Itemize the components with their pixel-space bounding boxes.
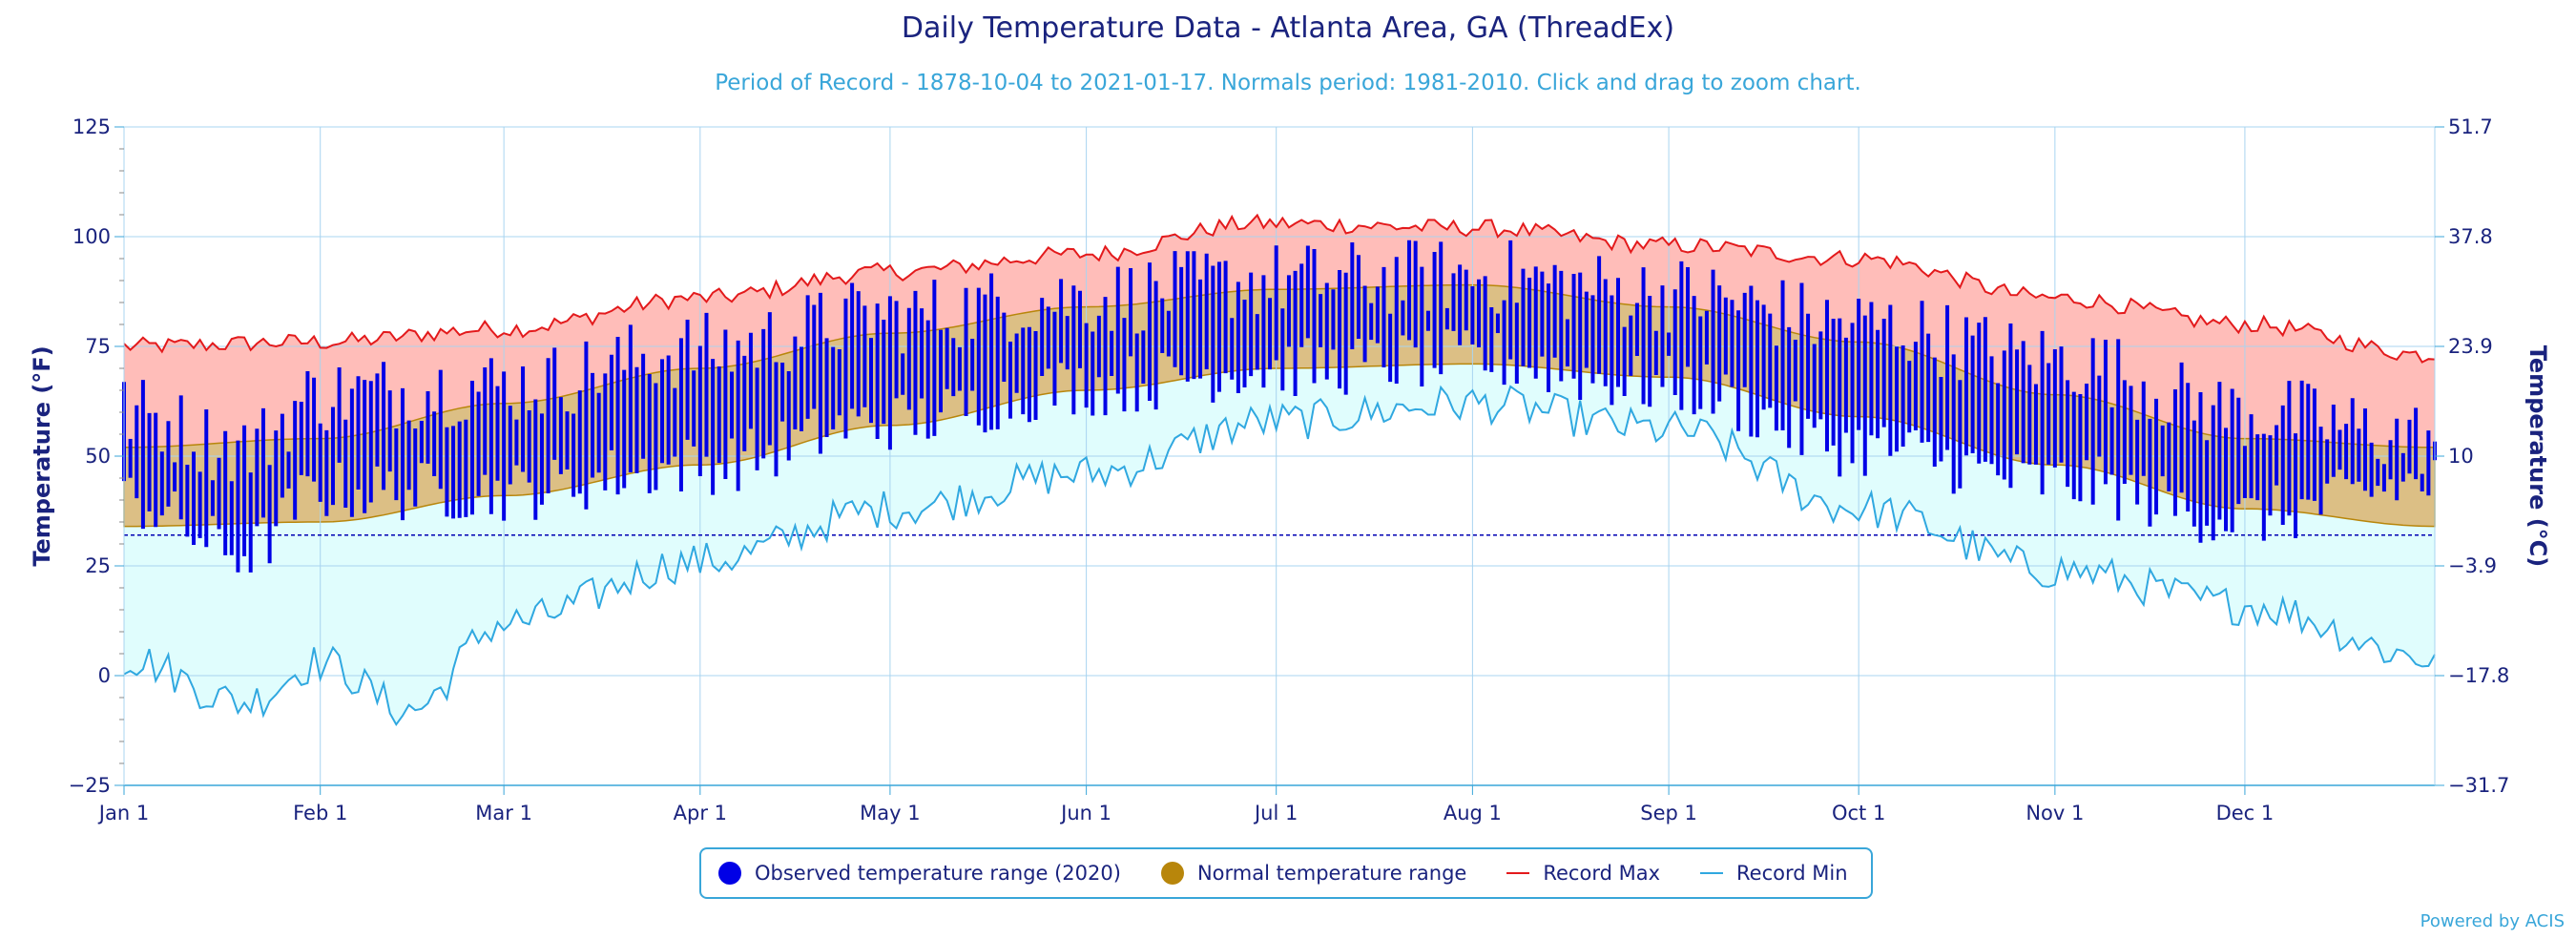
y-tick-label-left: 75 (85, 335, 111, 358)
y-tick-label-left: 125 (73, 115, 111, 138)
normal-dot-icon (1160, 862, 1184, 885)
record-max-fill (124, 215, 2435, 448)
record-max-line-icon (1506, 872, 1530, 874)
x-tick-label: Mar 1 (475, 802, 532, 824)
x-tick-label: Jul 1 (1253, 802, 1298, 824)
legend-label-record-min: Record Min (1736, 862, 1848, 885)
axes: 125 51.7 100 37.8 75 23.9 50 10 25 −3.9 0 −17.8 −25 −… (69, 115, 2510, 824)
x-tick-label: Feb 1 (293, 802, 347, 824)
x-tick-label: Apr 1 (674, 802, 727, 824)
powered-by-credit[interactable]: Powered by ACIS (2420, 911, 2565, 931)
x-tick-label: Jun 1 (1059, 802, 1111, 824)
x-tick-label: Oct 1 (1832, 802, 1885, 824)
x-tick-label: Nov 1 (2025, 802, 2084, 824)
y-tick-label-right: −31.7 (2448, 774, 2509, 797)
y-axis-label-left: Temperature (°F) (29, 345, 55, 566)
x-tick-label: Dec 1 (2216, 802, 2275, 824)
record-lines (123, 213, 2436, 727)
y-tick-label-right: −3.9 (2448, 554, 2497, 577)
legend-label-normal: Normal temperature range (1196, 862, 1467, 885)
y-tick-label-right: 23.9 (2448, 335, 2493, 358)
y-axis-label-right: Temperature (°C) (2524, 345, 2551, 568)
legend-item-normal[interactable]: Normal temperature range (1160, 862, 1467, 885)
x-tick-label: May 1 (860, 802, 920, 824)
y-tick-label-left: 50 (85, 445, 111, 468)
chart-legend: Observed temperature range (2020) Normal… (699, 847, 1873, 899)
y-tick-label-left: 25 (85, 554, 111, 577)
record-min-line (123, 385, 2436, 727)
record-max-line (123, 213, 2436, 364)
chart-title: Daily Temperature Data - Atlanta Area, G… (901, 11, 1675, 45)
legend-item-observed[interactable]: Observed temperature range (2020) (718, 862, 1121, 885)
y-tick-label-left: 0 (98, 664, 111, 687)
y-tick-label-right: 51.7 (2448, 115, 2493, 138)
x-tick-label: Aug 1 (1444, 802, 1502, 824)
y-tick-label-left: −25 (69, 774, 111, 797)
observed-bars (122, 240, 2437, 573)
legend-label-record-max: Record Max (1543, 862, 1661, 885)
observed-dot-icon (718, 862, 741, 885)
x-tick-label: Jan 1 (97, 802, 149, 824)
legend-item-record-max[interactable]: Record Max (1506, 862, 1660, 885)
y-tick-label-right: 10 (2448, 445, 2474, 468)
legend-item-record-min[interactable]: Record Min (1700, 862, 1848, 885)
y-tick-label-right: −17.8 (2448, 664, 2509, 687)
y-tick-label-left: 100 (73, 225, 111, 248)
record-min-line-icon (1700, 872, 1724, 874)
x-tick-label: Sep 1 (1640, 802, 1697, 824)
y-tick-label-right: 37.8 (2448, 225, 2493, 248)
legend-label-observed: Observed temperature range (2020) (755, 862, 1121, 885)
chart-subtitle: Period of Record - 1878-10-04 to 2021-01… (715, 71, 1861, 95)
